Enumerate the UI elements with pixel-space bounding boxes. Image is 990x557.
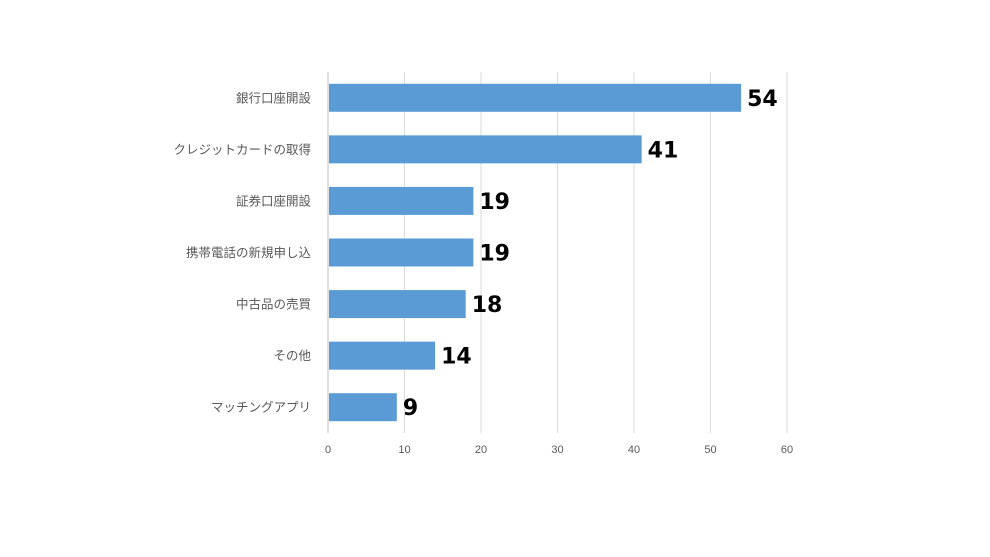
bar [329, 341, 436, 370]
bar [329, 135, 642, 164]
category-label: 銀行口座開設 [236, 90, 312, 105]
bar [329, 238, 474, 267]
x-tick-label: 20 [475, 444, 487, 456]
category-label: 中古品の売買 [236, 297, 311, 312]
data-label: 18 [472, 293, 503, 318]
category-label: クレジットカードの取得 [173, 142, 311, 157]
category-label: マッチングアプリ [211, 400, 311, 415]
x-tick-label: 40 [628, 444, 640, 456]
category-label: その他 [273, 348, 311, 363]
data-label: 41 [648, 138, 679, 163]
data-label: 14 [441, 345, 472, 370]
x-tick-label: 30 [551, 444, 563, 456]
data-label: 54 [747, 87, 778, 112]
data-label: 19 [479, 190, 510, 215]
data-label: 9 [403, 396, 418, 421]
x-tick-label: 10 [398, 444, 410, 456]
category-label: 携帯電話の新規申し込 [186, 245, 312, 260]
data-label: 19 [479, 242, 510, 267]
bar [329, 83, 742, 112]
x-tick-label: 50 [704, 444, 716, 456]
bar [329, 186, 474, 215]
bar [329, 393, 397, 422]
x-tick-label: 60 [781, 444, 793, 456]
category-label: 証券口座開設 [236, 193, 312, 208]
bar [329, 290, 466, 319]
x-tick-label: 0 [325, 444, 331, 456]
